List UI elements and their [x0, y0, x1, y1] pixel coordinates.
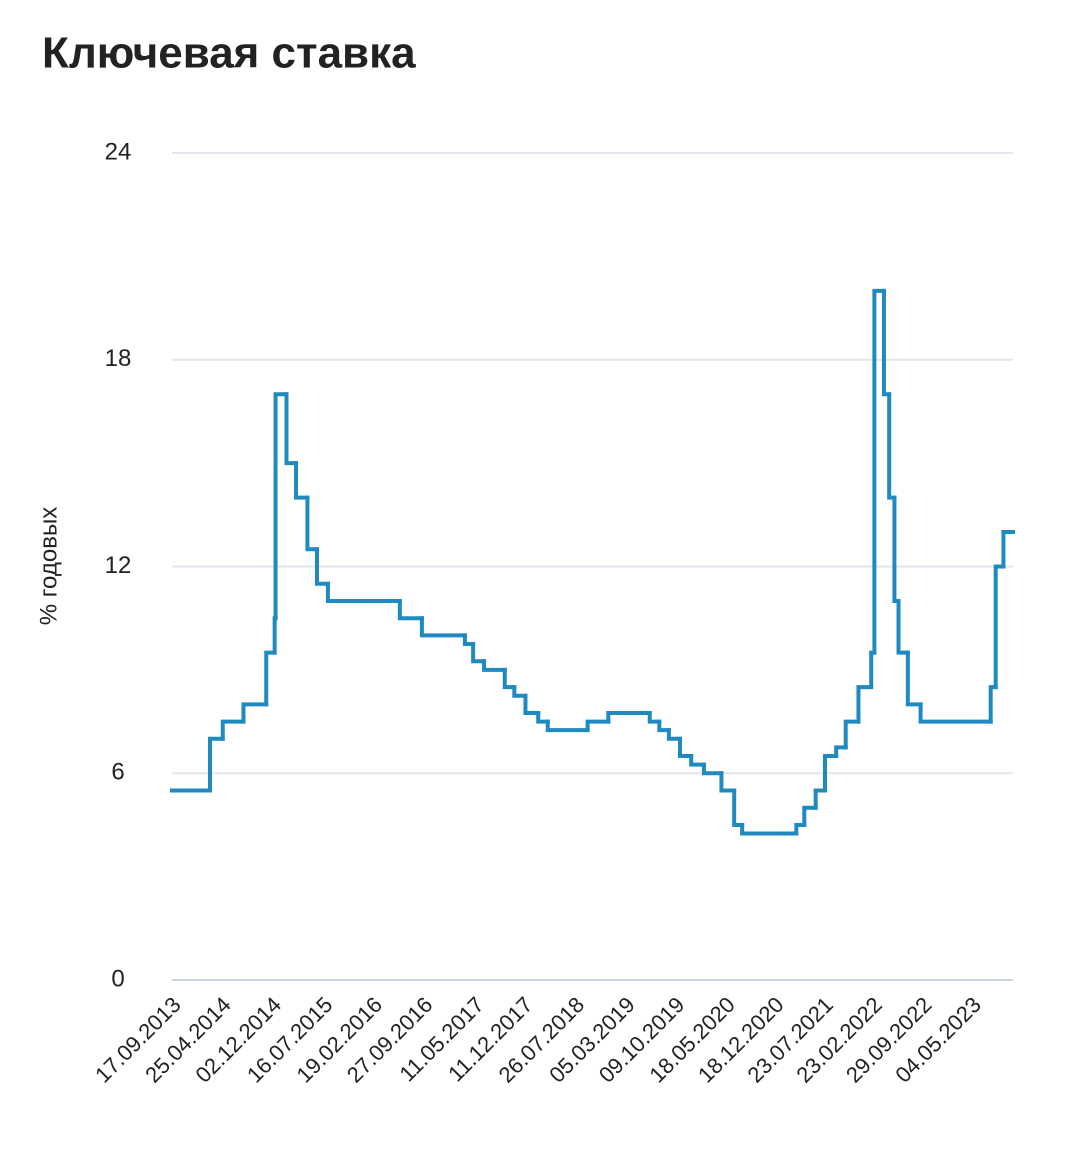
- line-step: [794, 822, 807, 836]
- line-step: [264, 650, 277, 707]
- line-step: [585, 719, 611, 733]
- line-step: [813, 788, 827, 810]
- line-step: [666, 728, 683, 741]
- line-step: [896, 598, 910, 655]
- line-step: [220, 719, 246, 741]
- chart-title: Ключевая ставка: [42, 29, 416, 78]
- line-step: [241, 702, 269, 724]
- line-step: [606, 710, 652, 724]
- line-step: [872, 288, 886, 655]
- line-step: [918, 702, 993, 724]
- line-step: [273, 392, 289, 621]
- y-tick-label: 0: [111, 965, 124, 992]
- line-step: [856, 685, 874, 724]
- line-step: [689, 754, 706, 767]
- line-step: [512, 685, 528, 698]
- line-step: [701, 762, 724, 776]
- line-step: [305, 495, 319, 552]
- y-tick-label: 12: [105, 552, 132, 579]
- line-step: [1001, 530, 1015, 569]
- line-step: [471, 642, 487, 664]
- line-step: [397, 598, 424, 621]
- line-step: [892, 495, 901, 603]
- line-step: [802, 805, 818, 827]
- line-step: [719, 771, 737, 793]
- y-tick-label: 24: [105, 138, 132, 165]
- line-step: [988, 685, 998, 724]
- y-axis-label: % годовых: [35, 507, 62, 625]
- line-step: [284, 392, 299, 466]
- line-step: [294, 461, 310, 500]
- y-tick-label: 6: [111, 759, 124, 786]
- line-step: [272, 616, 278, 655]
- line-step: [657, 719, 671, 733]
- line-step: [843, 719, 861, 750]
- line-step: [545, 719, 590, 733]
- line-step: [678, 736, 694, 759]
- line-step: [536, 710, 550, 724]
- line-step: [462, 633, 476, 647]
- line-step: [208, 736, 225, 793]
- line-step: [822, 754, 839, 793]
- line-step: [869, 650, 877, 690]
- line-step: [993, 564, 1006, 690]
- line-step: [523, 693, 541, 715]
- line-step: [905, 650, 923, 707]
- line-step: [887, 392, 897, 500]
- line-step: [834, 745, 848, 759]
- line-step: [482, 659, 507, 672]
- line-step: [502, 667, 517, 690]
- line-step: [881, 288, 892, 397]
- line-step: [325, 581, 402, 603]
- y-tick-label: 18: [105, 345, 132, 372]
- line-step: [314, 547, 330, 586]
- line-step: [732, 788, 745, 827]
- line-step: [419, 616, 467, 638]
- line-step: [647, 710, 662, 724]
- line-step: [740, 822, 799, 836]
